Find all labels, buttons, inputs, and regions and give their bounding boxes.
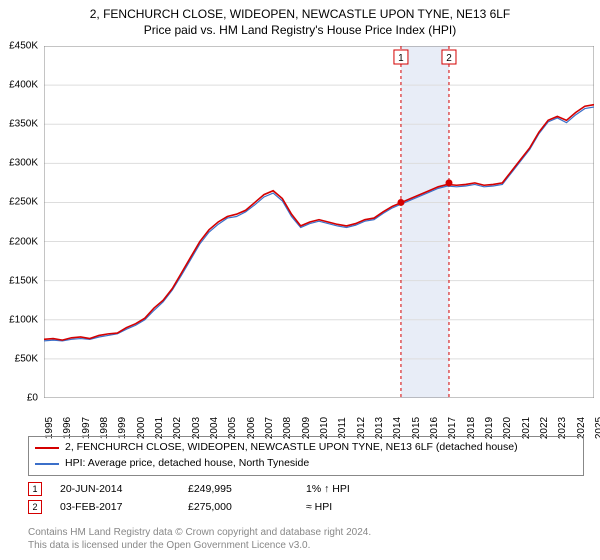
legend-item: 2, FENCHURCH CLOSE, WIDEOPEN, NEWCASTLE … [35,440,577,456]
chart-svg: 12 [44,46,594,398]
x-tick-label: 2025 [594,417,600,439]
event-note: ≈ HPI [306,501,332,513]
event-marker: 2 [28,500,42,514]
event-note: 1% ↑ HPI [306,483,350,495]
legend-item: HPI: Average price, detached house, Nort… [35,456,577,472]
legend-text: HPI: Average price, detached house, Nort… [65,456,309,472]
event-date: 20-JUN-2014 [60,483,170,495]
highlight-band [401,46,449,398]
y-tick-label: £150K [9,275,38,286]
plot-area: 12 [44,46,594,398]
attribution-line: Contains HM Land Registry data © Crown c… [28,526,584,539]
plot-bg [44,46,594,398]
event-price: £275,000 [188,501,288,513]
chart-subtitle: Price paid vs. HM Land Registry's House … [0,23,600,41]
attribution-line: This data is licensed under the Open Gov… [28,539,584,552]
y-axis: £0£50K£100K£150K£200K£250K£300K£350K£400… [0,46,40,398]
event-row: 2 03-FEB-2017 £275,000 ≈ HPI [28,498,584,516]
attribution: Contains HM Land Registry data © Crown c… [28,526,584,552]
legend-swatch [35,447,59,449]
marker-dot [397,199,404,206]
marker-label: 2 [446,53,452,64]
event-marker: 1 [28,482,42,496]
y-tick-label: £300K [9,158,38,169]
x-axis: 1995199619971998199920002001200220032004… [44,398,594,438]
event-date: 03-FEB-2017 [60,501,170,513]
y-tick-label: £400K [9,80,38,91]
y-tick-label: £250K [9,197,38,208]
chart-title: 2, FENCHURCH CLOSE, WIDEOPEN, NEWCASTLE … [0,0,600,23]
event-price: £249,995 [188,483,288,495]
event-list: 1 20-JUN-2014 £249,995 1% ↑ HPI 2 03-FEB-2017… [28,480,584,516]
y-tick-label: £450K [9,41,38,52]
legend-text: 2, FENCHURCH CLOSE, WIDEOPEN, NEWCASTLE … [65,440,518,456]
legend-swatch [35,463,59,465]
y-tick-label: £100K [9,314,38,325]
legend: 2, FENCHURCH CLOSE, WIDEOPEN, NEWCASTLE … [28,436,584,476]
chart-container: 2, FENCHURCH CLOSE, WIDEOPEN, NEWCASTLE … [0,0,600,560]
event-row: 1 20-JUN-2014 £249,995 1% ↑ HPI [28,480,584,498]
marker-label: 1 [398,53,404,64]
y-tick-label: £50K [15,353,38,364]
y-tick-label: £350K [9,119,38,130]
y-tick-label: £200K [9,236,38,247]
y-tick-label: £0 [27,393,38,404]
marker-dot [445,179,452,186]
